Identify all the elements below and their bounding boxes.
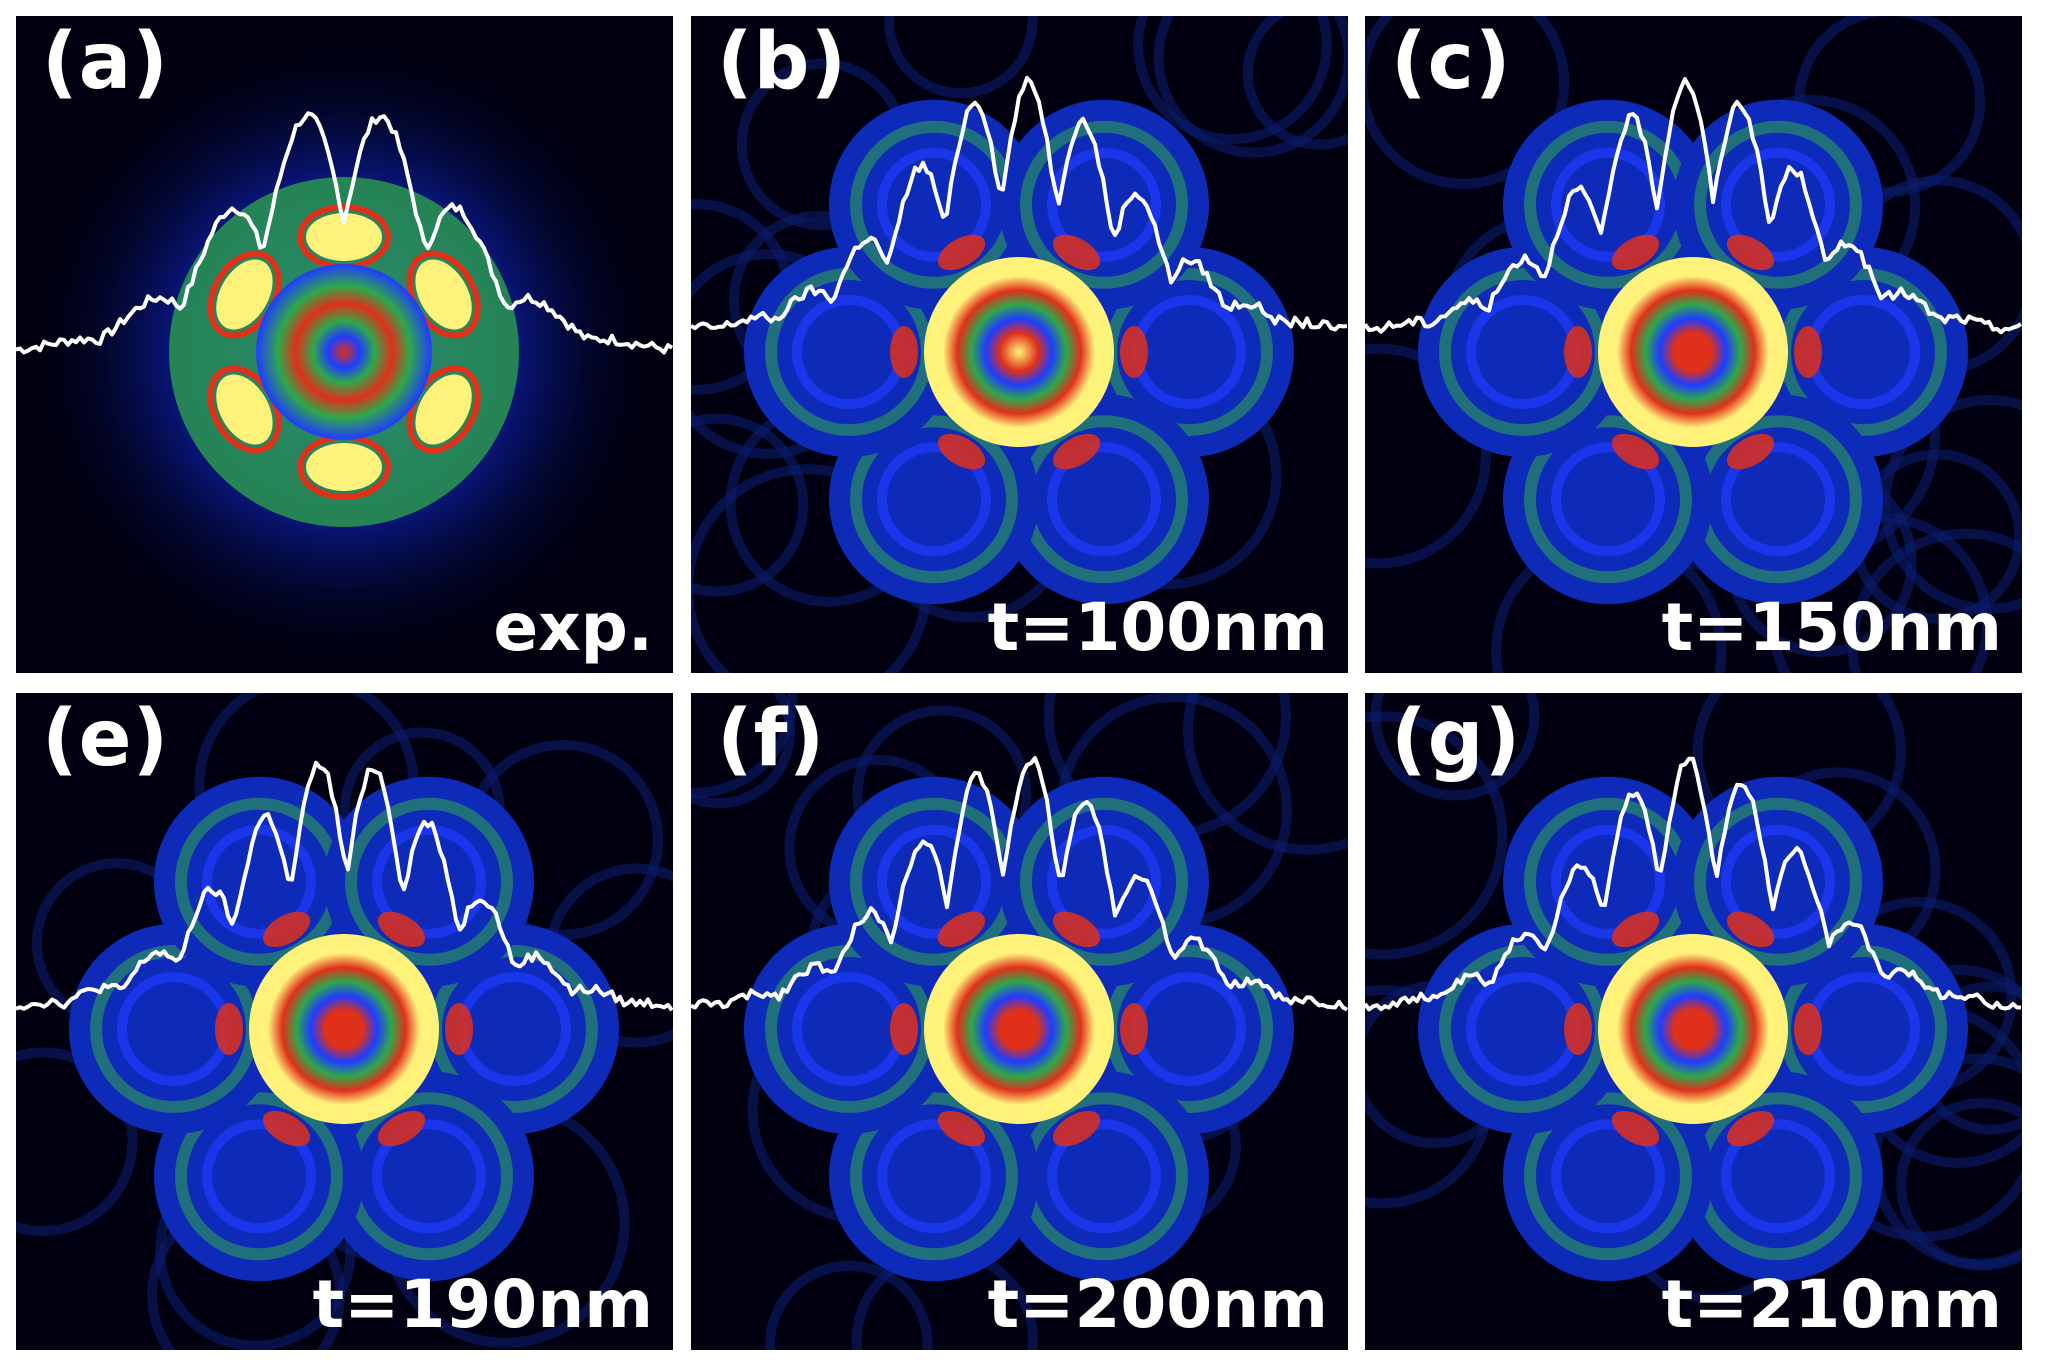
panel-e: (e) t=190nm bbox=[16, 693, 673, 1350]
panel-label: (c) bbox=[1391, 17, 1512, 107]
panel-caption: t=100nm bbox=[987, 589, 1328, 667]
diffraction-pattern-image bbox=[1365, 16, 2022, 673]
panel-a: (a) exp. bbox=[16, 16, 673, 673]
panel-caption: t=200nm bbox=[987, 1266, 1328, 1344]
diffraction-pattern-image bbox=[16, 693, 673, 1350]
panel-caption: t=210nm bbox=[1661, 1266, 2002, 1344]
panel-caption: exp. bbox=[493, 589, 653, 667]
panel-g: (g) t=210nm bbox=[1365, 693, 2022, 1350]
panel-label: (a) bbox=[42, 17, 169, 107]
diffraction-pattern-image bbox=[1365, 693, 2022, 1350]
panel-caption: t=150nm bbox=[1661, 589, 2002, 667]
panel-caption: t=190nm bbox=[312, 1266, 653, 1344]
panel-b: (b) t=100nm bbox=[691, 16, 1348, 673]
panel-label: (g) bbox=[1391, 694, 1522, 784]
panel-label: (f) bbox=[717, 694, 826, 784]
panel-f: (f) t=200nm bbox=[691, 693, 1348, 1350]
panel-c: (c) t=150nm bbox=[1365, 16, 2022, 673]
diffraction-pattern-image bbox=[16, 16, 673, 673]
diffraction-pattern-image bbox=[691, 693, 1348, 1350]
panel-label: (e) bbox=[42, 694, 170, 784]
diffraction-pattern-image bbox=[691, 16, 1348, 673]
panel-label: (b) bbox=[717, 17, 848, 107]
